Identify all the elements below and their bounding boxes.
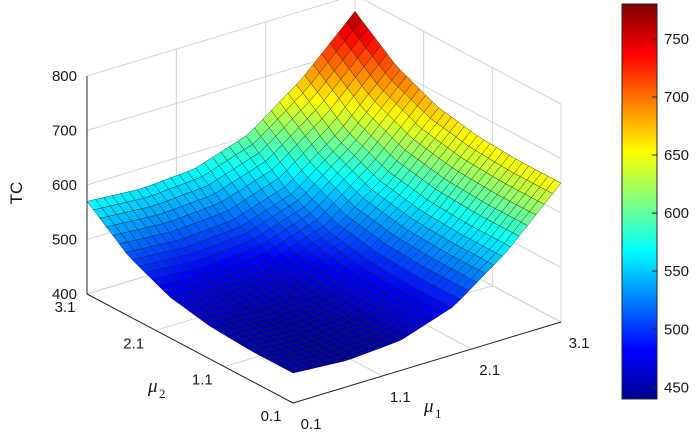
y-tick-label: 3.1	[55, 299, 76, 316]
z-axis-label: TC	[7, 182, 26, 205]
surface-patch	[545, 179, 562, 194]
y-axis-line	[86, 293, 294, 404]
y-axis-label-symbol: μ	[147, 376, 158, 397]
colorbar-tick-label: 750	[664, 31, 689, 48]
x-axis-label-symbol: μ	[423, 396, 434, 417]
colorbar-tick-label: 700	[664, 89, 689, 106]
z-tick-label: 700	[52, 123, 77, 140]
colorbar-gradient	[621, 3, 658, 400]
colorbar-tick-label: 650	[664, 147, 689, 164]
colorbar-tick-label: 450	[664, 379, 689, 396]
y-tick-label: 1.1	[192, 372, 213, 389]
x-axis-line	[292, 321, 562, 404]
back-wall-grid-line	[86, 49, 356, 131]
x-axis-label-subscript: 1	[435, 406, 442, 421]
side-wall-grid-line	[363, 0, 562, 105]
x-tick-label: 1.1	[390, 389, 411, 406]
axes-lines	[86, 76, 562, 404]
y-axis-label: μ 2	[147, 376, 166, 401]
x-tick-label: 2.1	[479, 362, 500, 379]
colorbar-tick-label: 600	[664, 205, 689, 222]
z-tick-label: 500	[52, 232, 77, 249]
y-axis-label-subscript: 2	[159, 386, 166, 401]
surface-plot	[86, 10, 562, 374]
colorbar-tick-label: 500	[664, 321, 689, 338]
z-tick-label: 600	[52, 177, 77, 194]
x-axis-label: μ 1	[423, 396, 442, 421]
z-tick-label: 800	[52, 68, 77, 85]
x-tick-label: 0.1	[301, 416, 322, 433]
y-tick-label: 2.1	[123, 335, 144, 352]
z-tick-label: 400	[52, 286, 77, 303]
x-tick-label: 3.1	[569, 335, 590, 352]
colorbar: 450 500 550 600 650 700 750	[621, 3, 689, 400]
back-wall-grid-line	[86, 0, 341, 77]
colorbar-ticks: 450 500 550 600 650 700 750	[652, 31, 689, 396]
colorbar-tick-label: 550	[664, 263, 689, 280]
y-tick-label: 0.1	[261, 408, 282, 425]
